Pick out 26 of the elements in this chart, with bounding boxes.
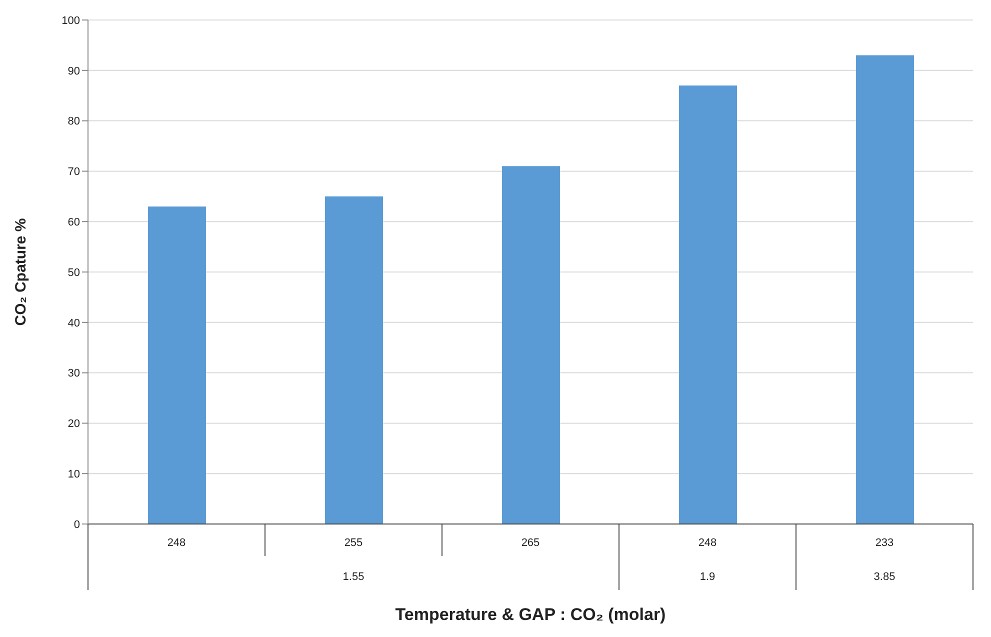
- y-tick-label: 10: [68, 468, 80, 481]
- y-tick-label: 50: [68, 266, 80, 279]
- y-tick-label: 0: [74, 518, 80, 531]
- x-axis-title: Temperature & GAP : CO₂ (molar): [395, 605, 666, 624]
- y-tick-label: 30: [68, 368, 80, 380]
- bar: [679, 86, 737, 524]
- bar: [502, 166, 560, 524]
- x-tick-label: 248: [698, 537, 717, 549]
- text: 1.55: [342, 571, 364, 583]
- y-tick-label: 60: [68, 216, 80, 229]
- x-tick-label: 248: [167, 537, 186, 549]
- text: 3.85: [874, 571, 896, 583]
- x-tick-label: 233: [875, 537, 894, 549]
- bar: [856, 55, 914, 524]
- y-axis-title: CO₂ Cpature %: [12, 218, 30, 326]
- bar: [325, 196, 383, 524]
- y-tick-label: 90: [68, 65, 80, 78]
- y-tick-label: 80: [68, 116, 80, 128]
- y-tick-label: 40: [68, 317, 80, 330]
- x-tick-label: 255: [344, 537, 363, 549]
- y-tick-label: 70: [68, 166, 80, 178]
- y-tick-label: 20: [68, 418, 80, 430]
- bar: [148, 206, 206, 524]
- text: 1.9: [700, 571, 716, 583]
- x-tick-label: 265: [521, 537, 540, 549]
- y-tick-label: 100: [62, 14, 80, 27]
